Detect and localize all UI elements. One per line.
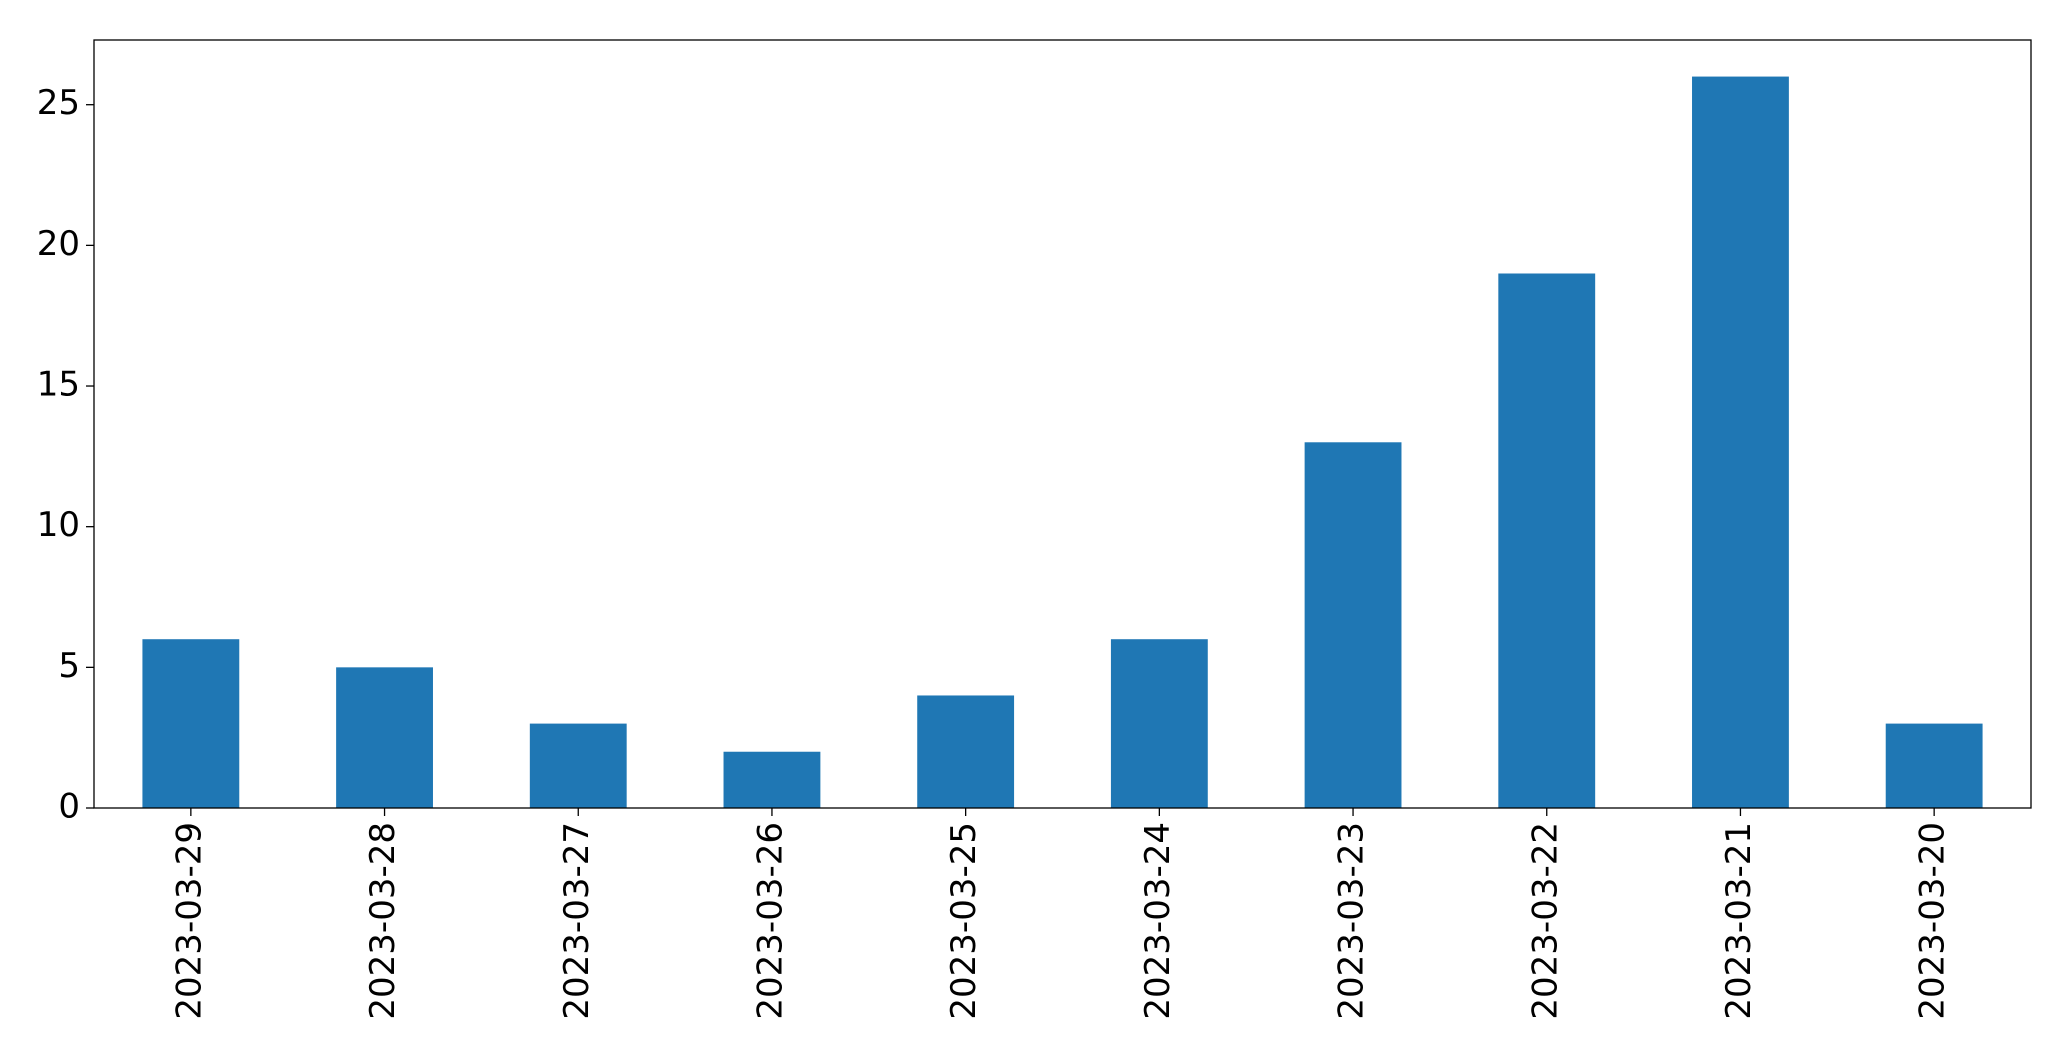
y-tick-label: 5 — [58, 646, 80, 686]
bar — [529, 723, 627, 808]
x-tick-label: 2023-03-28 — [363, 822, 403, 1020]
plot-frame — [93, 39, 2032, 809]
bar — [1885, 723, 1983, 808]
y-tick-label: 0 — [58, 787, 80, 827]
y-tick-label: 10 — [37, 505, 80, 545]
y-tick-label: 25 — [37, 83, 80, 123]
bar — [336, 667, 433, 808]
x-tick-label: 2023-03-24 — [1138, 822, 1178, 1020]
y-tick-label: 20 — [37, 224, 80, 264]
x-tick-label: 2023-03-27 — [557, 822, 597, 1020]
bar — [1110, 639, 1208, 808]
x-tick-label: 2023-03-23 — [1332, 822, 1372, 1020]
x-tick-label: 2023-03-22 — [1525, 822, 1565, 1020]
bar — [723, 751, 821, 808]
x-tick-label: 2023-03-25 — [944, 822, 984, 1020]
y-tick-label: 15 — [37, 365, 80, 405]
bar — [1304, 442, 1402, 808]
x-tick-label: 2023-03-21 — [1719, 822, 1759, 1020]
bar — [917, 695, 1015, 808]
bar — [1692, 76, 1789, 809]
bar — [1498, 273, 1596, 808]
x-tick-label: 2023-03-26 — [750, 822, 790, 1020]
x-tick-label: 2023-03-20 — [1913, 822, 1953, 1020]
x-tick-label: 2023-03-29 — [169, 822, 209, 1020]
bar — [142, 639, 240, 808]
